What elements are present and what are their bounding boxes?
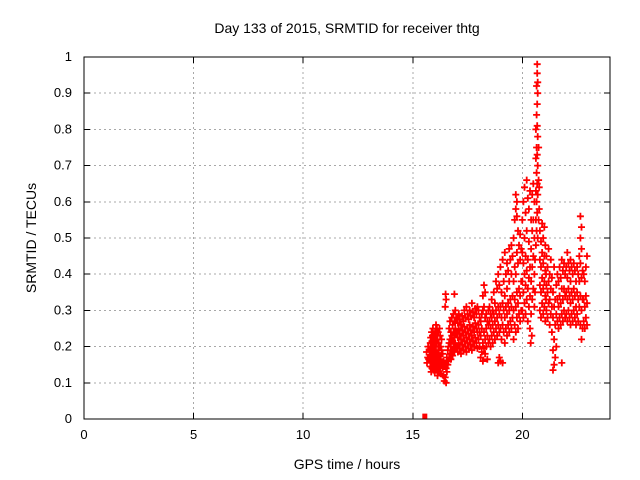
x-tick-label: 20 [515, 427, 529, 442]
y-tick-label: 1 [65, 49, 72, 64]
y-tick-label: 0.3 [54, 302, 72, 317]
x-tick-label: 5 [190, 427, 197, 442]
zero-data-point [422, 413, 428, 419]
y-tick-label: 0.6 [54, 194, 72, 209]
y-tick-label: 0 [65, 411, 72, 426]
y-tick-label: 0.8 [54, 121, 72, 136]
tick-labels: 0 5 10 15 20 0 0.1 0.2 0.3 0.4 0.5 0.6 0.7 0.8 0.9 1 [54, 49, 530, 442]
x-tick-label: 15 [406, 427, 420, 442]
x-axis-label: GPS time / hours [293, 456, 401, 472]
plot-border [83, 56, 611, 420]
data-points [423, 60, 591, 387]
y-tick-label: 0.9 [54, 85, 72, 100]
y-tick-label: 0.2 [54, 339, 72, 354]
x-tick-label: 10 [296, 427, 310, 442]
x-tick-label: 0 [80, 427, 87, 442]
grid-lines [84, 57, 610, 419]
y-tick-label: 0.5 [54, 230, 72, 245]
chart-title: Day 133 of 2015, SRMTID for receiver tht… [214, 20, 480, 36]
y-tick-label: 0.4 [54, 266, 72, 281]
y-tick-label: 0.1 [54, 375, 72, 390]
y-tick-label: 0.7 [54, 158, 72, 173]
